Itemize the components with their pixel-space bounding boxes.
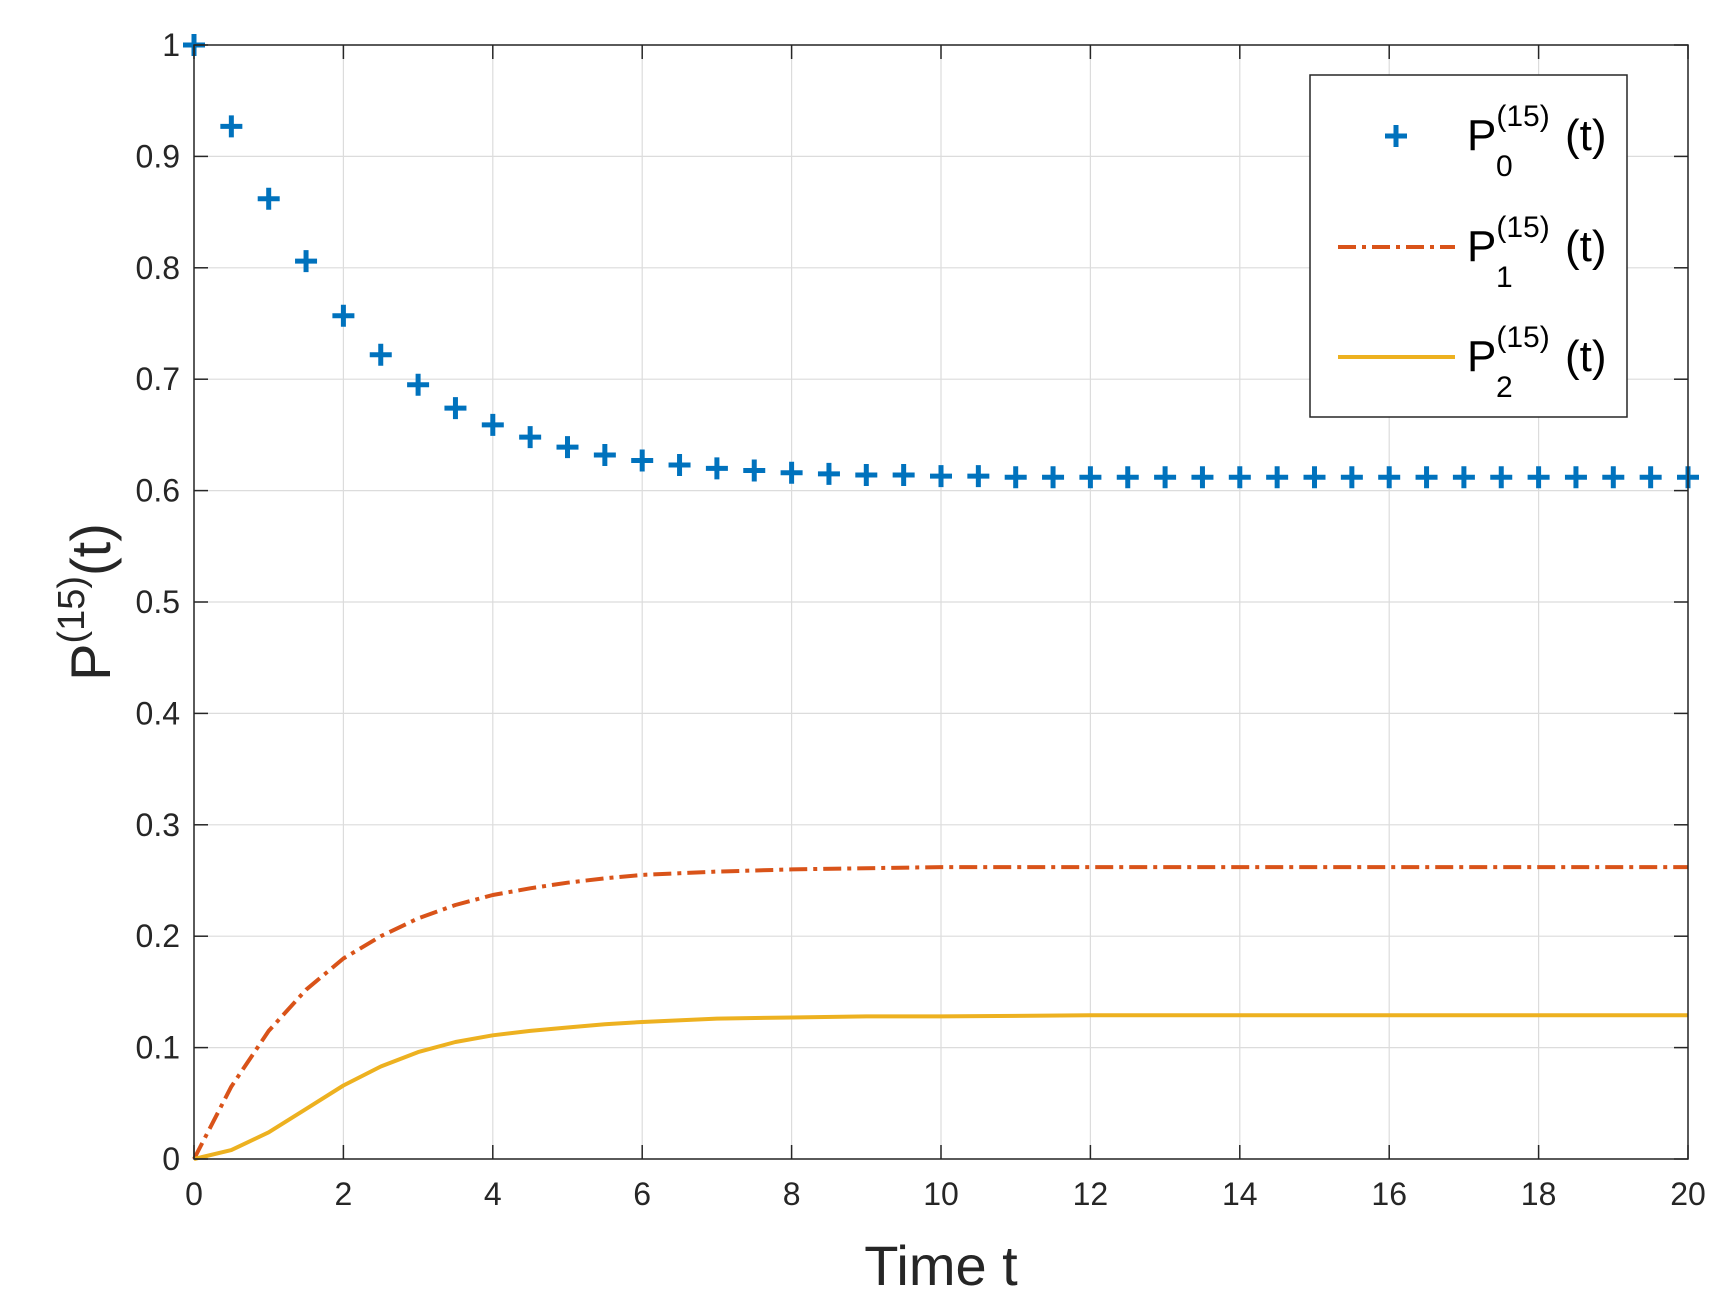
data-point bbox=[1527, 466, 1550, 489]
data-point bbox=[519, 426, 542, 449]
data-point bbox=[407, 373, 430, 396]
y-tick-label: 0 bbox=[162, 1141, 180, 1177]
data-point bbox=[1228, 466, 1251, 489]
y-tick-label: 0.5 bbox=[136, 584, 180, 620]
legend-labels: P(15) 0(t)P(15) 1(t)P(15) 2(t) bbox=[1467, 100, 1607, 404]
data-point bbox=[1639, 466, 1662, 489]
data-point bbox=[593, 443, 616, 466]
x-axis-title: Time t bbox=[864, 1234, 1018, 1297]
data-point bbox=[220, 115, 243, 138]
data-point bbox=[556, 436, 579, 459]
x-tick-label: 14 bbox=[1222, 1176, 1258, 1212]
data-point bbox=[1266, 466, 1289, 489]
data-point bbox=[1564, 466, 1587, 489]
x-tick-label: 0 bbox=[185, 1176, 203, 1212]
x-tick-label: 8 bbox=[783, 1176, 801, 1212]
x-tick-label: 16 bbox=[1371, 1176, 1407, 1212]
x-tick-label: 6 bbox=[633, 1176, 651, 1212]
legend-label-sub: 1 bbox=[1496, 261, 1513, 294]
data-point bbox=[1602, 466, 1625, 489]
data-point bbox=[967, 465, 990, 488]
y-tick-label: 0.1 bbox=[136, 1030, 180, 1066]
legend-label-base: P bbox=[1467, 222, 1496, 271]
data-point bbox=[295, 250, 318, 273]
tick-marks bbox=[193, 44, 1689, 1160]
legend-samples bbox=[1338, 125, 1455, 359]
legend-label-tail: (t) bbox=[1565, 111, 1607, 160]
legend-label-sup: (15) bbox=[1496, 321, 1549, 354]
data-point bbox=[1042, 466, 1065, 489]
data-point bbox=[257, 187, 280, 210]
data-point bbox=[1303, 466, 1326, 489]
data-point bbox=[444, 397, 467, 420]
data-point bbox=[892, 464, 915, 487]
legend-label-base: P bbox=[1467, 332, 1496, 381]
legend-marker bbox=[1385, 125, 1407, 147]
y-tick-label: 0.3 bbox=[136, 807, 180, 843]
series-layer bbox=[183, 34, 1699, 1161]
data-point bbox=[668, 453, 691, 476]
data-point bbox=[332, 304, 355, 327]
y-tick-label: 0.8 bbox=[136, 250, 180, 286]
y-tick-label: 0.7 bbox=[136, 361, 180, 397]
data-point bbox=[1116, 466, 1139, 489]
x-tick-label: 18 bbox=[1521, 1176, 1557, 1212]
y-tick-labels: 0 0.1 0.2 0.3 0.4 0.5 0.6 0.7 0.8 0.9 1 bbox=[136, 27, 180, 1177]
y-axis-title-base: P bbox=[59, 644, 122, 681]
legend-label-sup: (15) bbox=[1496, 211, 1549, 244]
y-tick-label: 0.6 bbox=[136, 473, 180, 509]
x-tick-label: 2 bbox=[335, 1176, 353, 1212]
legend-label-tail: (t) bbox=[1565, 332, 1607, 381]
data-point bbox=[1452, 466, 1475, 489]
y-axis-title: P(15)(t) bbox=[51, 523, 122, 681]
legend-label-sup: (15) bbox=[1496, 100, 1549, 133]
y-tick-label: 0.2 bbox=[136, 918, 180, 954]
data-point bbox=[1378, 466, 1401, 489]
data-point bbox=[1154, 466, 1177, 489]
y-tick-label: 1 bbox=[162, 27, 180, 63]
x-tick-labels: 0 2 4 6 8 10 12 14 16 18 20 bbox=[185, 1176, 1706, 1212]
data-point bbox=[780, 461, 803, 484]
y-axis-title-tail: (t) bbox=[59, 523, 122, 576]
legend-label-sub: 0 bbox=[1496, 150, 1513, 183]
legend-label: P(15) 0 (t) bbox=[1467, 100, 1607, 183]
series-line bbox=[192, 865, 1688, 1160]
legend-label-sub: 2 bbox=[1496, 371, 1513, 404]
series-2 bbox=[193, 1013, 1688, 1161]
legend-label: P(15) 1 (t) bbox=[1467, 211, 1607, 294]
data-point bbox=[1340, 466, 1363, 489]
data-point bbox=[705, 457, 728, 480]
data-point bbox=[855, 464, 878, 487]
x-tick-label: 20 bbox=[1670, 1176, 1706, 1212]
data-point bbox=[1004, 466, 1027, 489]
data-point bbox=[481, 413, 504, 436]
series-0 bbox=[183, 34, 1699, 489]
data-point bbox=[1191, 466, 1214, 489]
series-line bbox=[193, 1013, 1688, 1161]
data-point bbox=[369, 343, 392, 366]
x-tick-label: 10 bbox=[923, 1176, 959, 1212]
legend-label-tail: (t) bbox=[1565, 222, 1607, 271]
y-tick-label: 0.9 bbox=[136, 138, 180, 174]
x-tick-label: 4 bbox=[484, 1176, 502, 1212]
data-point bbox=[1079, 466, 1102, 489]
data-point bbox=[1415, 466, 1438, 489]
data-point bbox=[1490, 466, 1513, 489]
legend-label: P(15) 2 (t) bbox=[1467, 321, 1607, 404]
x-tick-label: 12 bbox=[1073, 1176, 1109, 1212]
data-point bbox=[631, 449, 654, 472]
data-point bbox=[930, 465, 952, 488]
y-axis-title-sup: (15) bbox=[51, 576, 93, 644]
legend: P(15) 0(t)P(15) 1(t)P(15) 2(t) bbox=[1309, 74, 1628, 418]
series-1 bbox=[192, 865, 1688, 1160]
y-tick-label: 0.4 bbox=[136, 695, 180, 731]
data-point bbox=[743, 459, 766, 482]
legend-label-base: P bbox=[1467, 111, 1496, 160]
data-point bbox=[817, 462, 840, 485]
